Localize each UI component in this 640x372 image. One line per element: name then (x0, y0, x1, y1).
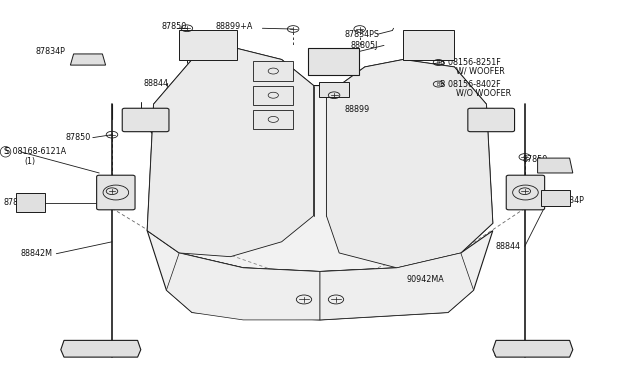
Polygon shape (326, 60, 493, 268)
Text: 87834P: 87834P (35, 47, 65, 56)
FancyBboxPatch shape (506, 175, 545, 210)
Text: (1): (1) (24, 157, 35, 166)
FancyBboxPatch shape (253, 61, 293, 81)
Text: W/ WOOFER: W/ WOOFER (456, 67, 504, 76)
Text: 88899+A: 88899+A (215, 22, 252, 31)
Polygon shape (179, 30, 237, 60)
Text: 90942MA: 90942MA (406, 275, 444, 284)
Polygon shape (538, 158, 573, 173)
Text: 87834P: 87834P (554, 196, 584, 205)
Polygon shape (147, 48, 493, 272)
Text: 87850: 87850 (161, 22, 186, 31)
Text: 88899: 88899 (344, 105, 369, 114)
Polygon shape (403, 30, 454, 60)
Polygon shape (70, 54, 106, 65)
Polygon shape (147, 48, 314, 257)
FancyBboxPatch shape (253, 86, 293, 105)
Text: 87834PS: 87834PS (344, 30, 380, 39)
Polygon shape (166, 253, 320, 320)
Polygon shape (541, 190, 570, 206)
Text: B 08156-8402F: B 08156-8402F (440, 80, 501, 89)
Text: 87850: 87850 (65, 133, 90, 142)
FancyBboxPatch shape (253, 110, 293, 129)
Text: J869000A: J869000A (494, 349, 529, 355)
Text: 87834P: 87834P (3, 198, 33, 207)
FancyBboxPatch shape (308, 48, 359, 75)
Text: W/O WOOFER: W/O WOOFER (456, 89, 511, 97)
Polygon shape (16, 193, 45, 212)
Text: B: B (436, 60, 440, 65)
Polygon shape (147, 231, 493, 320)
Polygon shape (320, 253, 474, 320)
Text: 88844: 88844 (144, 79, 169, 88)
Text: 88844: 88844 (496, 242, 521, 251)
FancyBboxPatch shape (319, 82, 349, 97)
Text: B: B (436, 81, 440, 87)
FancyBboxPatch shape (97, 175, 135, 210)
Text: S 08168-6121A: S 08168-6121A (5, 147, 67, 156)
Text: B 08156-8251F: B 08156-8251F (440, 58, 501, 67)
Polygon shape (61, 340, 141, 357)
FancyBboxPatch shape (122, 108, 169, 132)
Text: S: S (3, 147, 8, 156)
Polygon shape (493, 340, 573, 357)
Text: J869000A: J869000A (494, 347, 532, 356)
Text: 88842M: 88842M (20, 249, 52, 258)
Text: 87850: 87850 (522, 155, 547, 164)
FancyBboxPatch shape (468, 108, 515, 132)
Text: 88805J: 88805J (351, 41, 378, 50)
